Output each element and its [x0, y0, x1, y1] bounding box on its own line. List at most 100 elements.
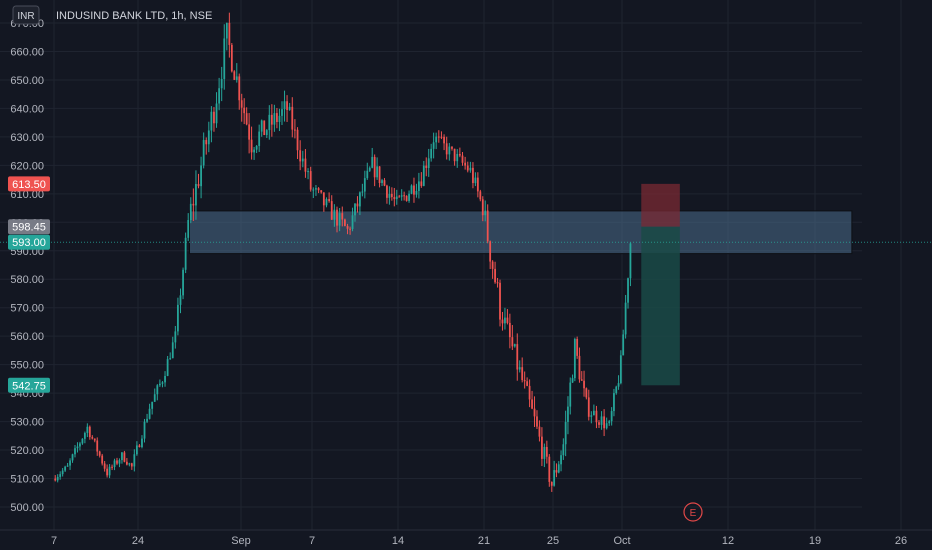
- candle-body[interactable]: [344, 219, 346, 226]
- candle-body[interactable]: [213, 111, 215, 124]
- candle-body[interactable]: [61, 470, 64, 475]
- candle-body[interactable]: [146, 418, 148, 422]
- candle-body[interactable]: [225, 22, 228, 39]
- candle-body[interactable]: [619, 355, 622, 384]
- candle-body[interactable]: [187, 220, 190, 238]
- candle-body[interactable]: [366, 170, 369, 179]
- candle-body[interactable]: [608, 421, 611, 424]
- candle-body[interactable]: [576, 339, 579, 356]
- candle-body[interactable]: [220, 79, 223, 89]
- candle-body[interactable]: [317, 188, 320, 191]
- candle-body[interactable]: [174, 331, 177, 343]
- candle-body[interactable]: [486, 210, 489, 242]
- candle-body[interactable]: [171, 342, 174, 359]
- candle-body[interactable]: [453, 148, 456, 162]
- candle-body[interactable]: [567, 406, 569, 422]
- candle-body[interactable]: [215, 103, 218, 124]
- candle-body[interactable]: [130, 463, 133, 467]
- candle-body[interactable]: [133, 454, 136, 467]
- candle-body[interactable]: [296, 129, 299, 151]
- candle-body[interactable]: [445, 143, 448, 155]
- candle-body[interactable]: [461, 155, 464, 163]
- candle-body[interactable]: [545, 446, 548, 457]
- candle-body[interactable]: [205, 140, 208, 145]
- candle-body[interactable]: [64, 466, 67, 471]
- candle-body[interactable]: [128, 463, 131, 465]
- candle-body[interactable]: [351, 215, 354, 229]
- candle-body[interactable]: [218, 88, 221, 104]
- candle-body[interactable]: [569, 382, 572, 407]
- candle-body[interactable]: [96, 440, 99, 452]
- candle-body[interactable]: [553, 470, 556, 486]
- candle-body[interactable]: [108, 466, 111, 476]
- candle-body[interactable]: [481, 199, 484, 216]
- candle-body[interactable]: [338, 213, 341, 226]
- candle-body[interactable]: [373, 156, 376, 178]
- candle-body[interactable]: [283, 101, 286, 110]
- time-axis[interactable]: 7 24 Sep 7 14 21 25 Oct 12 19 26: [0, 529, 932, 550]
- candle-body[interactable]: [270, 114, 273, 125]
- candle-body[interactable]: [143, 421, 146, 439]
- candle-body[interactable]: [250, 139, 253, 153]
- candle-body[interactable]: [54, 478, 57, 481]
- candle-body[interactable]: [243, 107, 246, 114]
- candle-body[interactable]: [248, 124, 251, 140]
- candle-body[interactable]: [273, 113, 276, 125]
- candle-body[interactable]: [548, 456, 551, 482]
- candle-body[interactable]: [207, 130, 210, 145]
- candle-body[interactable]: [526, 381, 529, 386]
- candle-body[interactable]: [479, 191, 482, 200]
- candle-body[interactable]: [615, 386, 618, 394]
- candle-body[interactable]: [603, 416, 606, 429]
- candle-body[interactable]: [189, 203, 192, 221]
- candle-body[interactable]: [98, 451, 101, 456]
- candle-body[interactable]: [179, 295, 182, 305]
- candle-body[interactable]: [312, 189, 315, 191]
- candle-body[interactable]: [307, 171, 309, 173]
- candle-body[interactable]: [123, 452, 126, 462]
- candle-body[interactable]: [148, 408, 151, 419]
- candle-body[interactable]: [197, 183, 200, 187]
- candle-body[interactable]: [390, 193, 393, 198]
- candle-body[interactable]: [223, 38, 226, 80]
- candle-body[interactable]: [304, 158, 307, 172]
- candle-body[interactable]: [359, 192, 361, 207]
- candle-body[interactable]: [437, 136, 440, 138]
- currency-badge[interactable]: [12, 5, 40, 25]
- candle-body[interactable]: [550, 481, 553, 486]
- candle-body[interactable]: [395, 196, 398, 200]
- candle-body[interactable]: [413, 185, 415, 195]
- candle-body[interactable]: [83, 432, 86, 439]
- candle-body[interactable]: [141, 438, 143, 448]
- candle-body[interactable]: [265, 130, 268, 136]
- demand-zone[interactable]: [189, 210, 853, 255]
- candle-body[interactable]: [288, 106, 291, 110]
- candle-body[interactable]: [578, 355, 581, 380]
- candle-body[interactable]: [557, 464, 560, 473]
- candle-body[interactable]: [153, 394, 156, 402]
- candle-body[interactable]: [291, 106, 294, 130]
- candle-body[interactable]: [456, 153, 459, 162]
- candle-body[interactable]: [511, 337, 514, 347]
- candle-body[interactable]: [560, 455, 562, 465]
- candle-body[interactable]: [435, 136, 438, 143]
- candle-body[interactable]: [182, 269, 184, 296]
- candle-body[interactable]: [595, 410, 598, 423]
- candle-body[interactable]: [322, 192, 325, 206]
- candle-body[interactable]: [624, 302, 627, 335]
- candle-body[interactable]: [169, 358, 172, 360]
- candle-body[interactable]: [177, 304, 179, 332]
- candle-body[interactable]: [158, 383, 161, 386]
- candle-body[interactable]: [476, 177, 479, 192]
- candle-body[interactable]: [59, 474, 62, 477]
- candle-body[interactable]: [427, 158, 430, 168]
- candle-body[interactable]: [489, 241, 492, 262]
- candle-body[interactable]: [598, 422, 600, 425]
- candle-body[interactable]: [69, 460, 71, 466]
- candle-body[interactable]: [166, 359, 169, 376]
- candle-body[interactable]: [555, 470, 558, 473]
- candle-body[interactable]: [422, 165, 425, 186]
- candle-body[interactable]: [538, 426, 541, 437]
- candle-body[interactable]: [56, 476, 59, 481]
